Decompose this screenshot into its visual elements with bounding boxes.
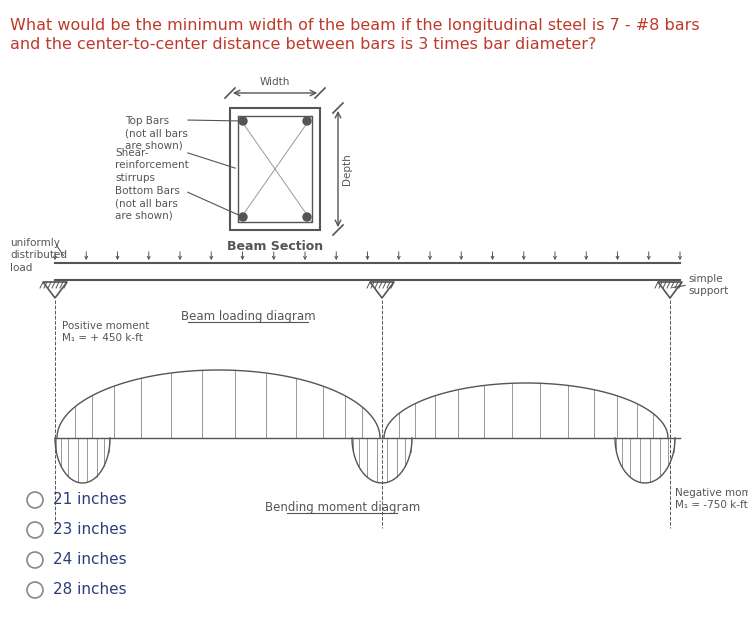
Text: Negative moment
M₁ = -750 k-ft: Negative moment M₁ = -750 k-ft xyxy=(675,488,748,510)
Text: simple
support: simple support xyxy=(688,274,729,296)
Circle shape xyxy=(27,582,43,598)
Text: Beam loading diagram: Beam loading diagram xyxy=(181,310,316,323)
Text: Width: Width xyxy=(260,77,290,87)
Text: Depth: Depth xyxy=(342,153,352,185)
Bar xyxy=(238,116,312,222)
Text: 28 inches: 28 inches xyxy=(53,582,126,598)
Circle shape xyxy=(303,117,311,125)
Text: 23 inches: 23 inches xyxy=(53,523,126,537)
Circle shape xyxy=(239,117,247,125)
Text: Positive moment
M₁ = + 450 k-ft: Positive moment M₁ = + 450 k-ft xyxy=(62,321,150,343)
Text: Bottom Bars
(not all bars
are shown): Bottom Bars (not all bars are shown) xyxy=(115,186,180,221)
Circle shape xyxy=(239,213,247,221)
Text: Beam Section: Beam Section xyxy=(227,240,323,253)
Text: Top Bars
(not all bars
are shown): Top Bars (not all bars are shown) xyxy=(125,116,188,151)
Text: Bending moment diagram: Bending moment diagram xyxy=(265,501,420,514)
Text: 24 inches: 24 inches xyxy=(53,553,126,567)
Text: and the center-to-center distance between bars is 3 times bar diameter?: and the center-to-center distance betwee… xyxy=(10,37,596,52)
Circle shape xyxy=(27,552,43,568)
Text: uniformly
distributed
load: uniformly distributed load xyxy=(10,238,67,273)
Text: 21 inches: 21 inches xyxy=(53,493,126,507)
Bar xyxy=(230,108,320,230)
Circle shape xyxy=(27,522,43,538)
Text: What would be the minimum width of the beam if the longitudinal steel is 7 - #8 : What would be the minimum width of the b… xyxy=(10,18,699,33)
Circle shape xyxy=(303,213,311,221)
Text: Shear-
reinforcement
stirrups: Shear- reinforcement stirrups xyxy=(115,148,188,183)
Circle shape xyxy=(27,492,43,508)
